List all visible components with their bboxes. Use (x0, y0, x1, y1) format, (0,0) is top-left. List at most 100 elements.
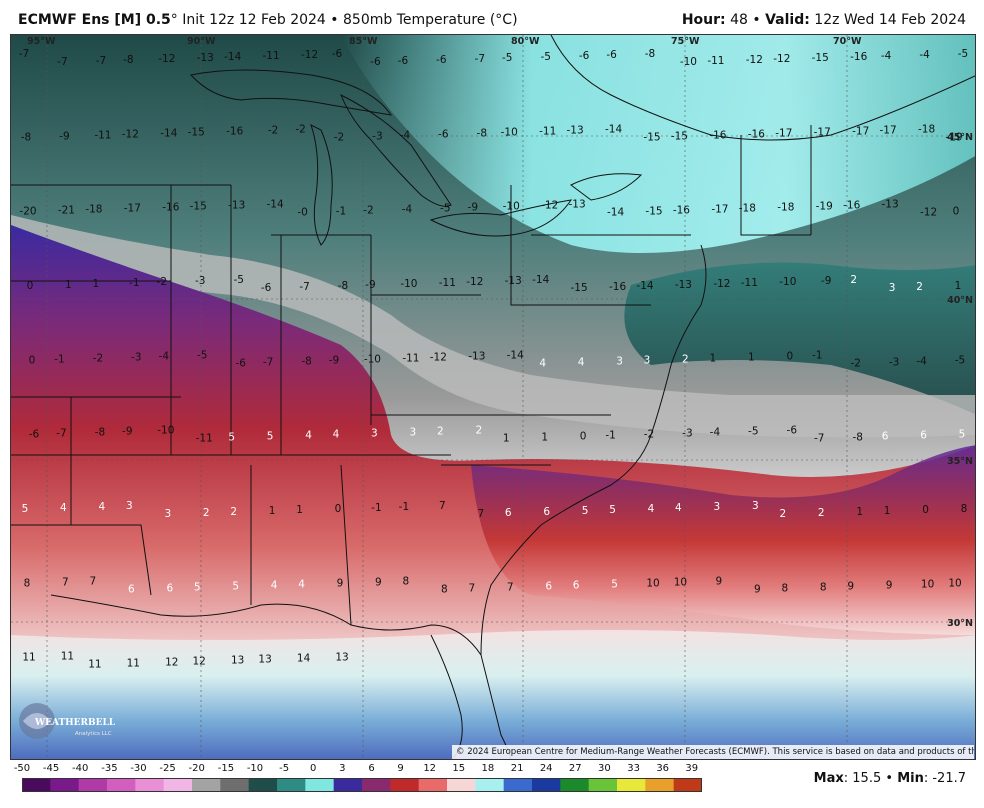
station-value: 11 (127, 658, 140, 670)
station-value: 9 (754, 583, 761, 595)
hour-label: Hour: (681, 12, 726, 28)
station-value: -7 (814, 433, 824, 445)
colorbar-tick-label: -40 (72, 763, 89, 774)
station-value: -16 (609, 281, 626, 293)
colorbar-tick-label: 39 (685, 763, 699, 774)
station-value: -11 (402, 352, 419, 364)
weatherbell-logo: WEATHERBELL Analytics LLC (19, 703, 116, 739)
title-separator-2: • (752, 12, 761, 28)
colorbar-tick-label: -30 (130, 763, 147, 774)
station-value: -9 (468, 202, 478, 214)
station-value: 3 (164, 508, 171, 520)
colorbar-tick-label: 24 (539, 763, 553, 774)
station-value: -6 (579, 50, 590, 62)
station-value: -13 (569, 199, 586, 211)
title-bar: ECMWF Ens [M] 0.5° Init 12z 12 Feb 2024 … (0, 0, 984, 34)
station-value: -8 (338, 280, 348, 292)
cold-core (341, 35, 975, 254)
station-value: -2 (93, 352, 103, 364)
colorbar-swatch (78, 778, 108, 792)
colorbar-swatch (135, 778, 165, 792)
station-value: 9 (847, 580, 854, 592)
station-value: 1 (503, 433, 510, 445)
station-value: -9 (59, 130, 69, 142)
station-value: 6 (543, 506, 550, 518)
station-value: -13 (675, 279, 692, 291)
colorbar-swatch (305, 778, 335, 792)
station-value: 5 (232, 580, 239, 592)
colorbar-swatch (163, 778, 193, 792)
field-name: 850mb Temperature (°C) (343, 12, 518, 28)
colorbar-tick-label: -35 (101, 763, 118, 774)
model-name: ECMWF Ens [M] 0.5 (18, 12, 171, 28)
station-value: -12 (541, 200, 558, 212)
station-value: 5 (582, 505, 589, 517)
station-value: -5 (197, 349, 207, 361)
colorbar-swatch (390, 778, 420, 792)
station-value: -4 (159, 350, 170, 362)
colorbar-tick-label: -45 (42, 763, 60, 774)
station-value: -10 (779, 276, 796, 288)
station-value: -6 (606, 49, 617, 61)
hour-value: 48 (730, 12, 748, 28)
lat-label: 30°N (947, 618, 973, 629)
colorbar-tick-label: -15 (217, 763, 235, 774)
station-value: 10 (674, 576, 687, 588)
station-value: 3 (889, 282, 896, 294)
station-value: -7 (19, 48, 29, 60)
colorbar-swatch (447, 778, 476, 792)
station-value: -4 (919, 49, 930, 61)
station-value: 8 (24, 577, 31, 589)
station-value: -6 (29, 429, 40, 441)
station-value: 0 (786, 350, 793, 362)
station-value: -11 (741, 277, 758, 289)
station-value: 5 (609, 504, 616, 516)
station-value: 6 (505, 507, 512, 519)
station-value: 4 (305, 430, 312, 442)
colorbar-swatch (560, 778, 590, 792)
lon-label: 80°W (511, 36, 540, 47)
station-value: 4 (60, 502, 67, 514)
station-value: 7 (62, 576, 69, 588)
station-value: -4 (710, 427, 721, 439)
station-value: 0 (27, 280, 34, 292)
station-value: -5 (502, 52, 512, 64)
station-value: -19 (945, 131, 962, 143)
station-value: 12 (193, 656, 206, 668)
station-value: -4 (916, 355, 927, 367)
station-value: -17 (852, 125, 869, 137)
colorbar-swatch (362, 778, 391, 792)
station-value: -15 (812, 52, 829, 64)
station-value: 2 (203, 507, 210, 519)
colorbar-swatch (107, 778, 136, 792)
station-value: 2 (437, 426, 444, 438)
station-value: -18 (777, 202, 794, 214)
station-value: -20 (19, 206, 36, 218)
station-value: 6 (545, 580, 552, 592)
station-value: -8 (21, 131, 31, 143)
station-value: 4 (99, 501, 106, 513)
station-value: -14 (532, 274, 549, 286)
station-value: 4 (578, 356, 585, 368)
station-value: 11 (22, 652, 35, 664)
station-value: -1 (812, 349, 822, 361)
station-value: -16 (226, 125, 243, 137)
station-value: -17 (775, 127, 792, 139)
max-value: 15.5 (852, 771, 882, 786)
station-value: -9 (329, 354, 339, 366)
temperature-map[interactable]: 95°W 90°W 85°W 80°W 75°W 70°W 45°N 40°N … (10, 34, 976, 760)
colorbar-swatch (333, 778, 363, 792)
colorbar-tick-label: -20 (188, 763, 205, 774)
colorbar-tick-label: 27 (568, 763, 582, 774)
station-value: 5 (611, 578, 618, 590)
station-value: 4 (539, 357, 546, 369)
station-value: 2 (779, 508, 786, 520)
station-value: 5 (22, 503, 29, 515)
station-value: 13 (258, 654, 271, 666)
colorbar-tick-label: 18 (481, 763, 495, 774)
station-value: -4 (881, 50, 892, 62)
station-value: -16 (673, 205, 690, 217)
station-value: 5 (228, 432, 235, 444)
station-value: 1 (541, 432, 548, 444)
station-value: -0 (297, 207, 307, 219)
